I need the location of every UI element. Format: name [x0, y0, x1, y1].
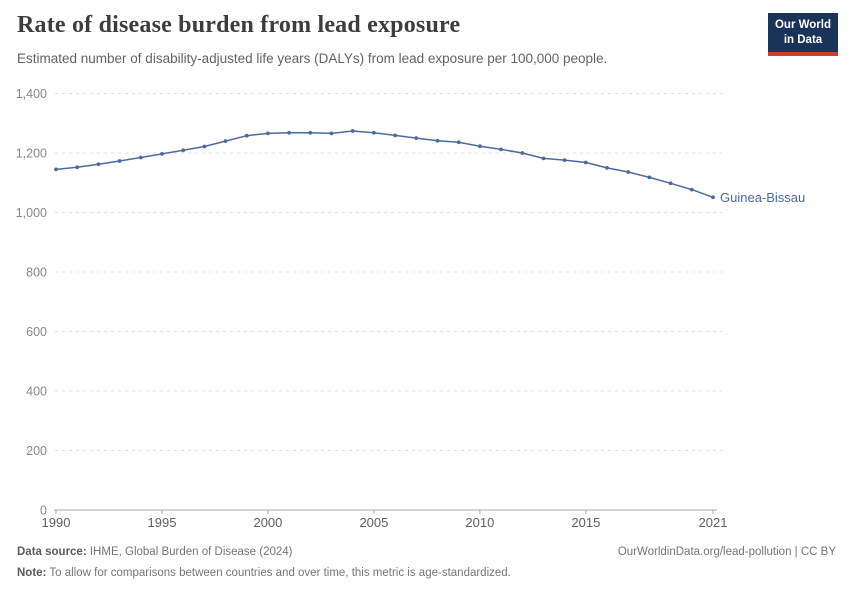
data-point[interactable] [647, 175, 652, 180]
data-point[interactable] [117, 159, 122, 163]
data-point[interactable] [244, 133, 249, 138]
note-label: Note: [17, 567, 47, 579]
data-point[interactable] [329, 131, 334, 136]
data-point[interactable] [372, 130, 376, 135]
data-point[interactable] [668, 181, 673, 186]
y-axis-tick-label: 600 [26, 325, 47, 339]
x-axis-tick-label: 2021 [699, 515, 728, 530]
data-point[interactable] [583, 160, 588, 165]
series-end-label: Guinea-Bissau [720, 190, 805, 205]
data-point[interactable] [96, 162, 101, 167]
data-point[interactable] [75, 165, 80, 170]
data-point[interactable] [266, 131, 270, 136]
data-source-value: IHME, Global Burden of Disease (2024) [86, 546, 293, 558]
data-point[interactable] [605, 166, 609, 170]
owid-logo[interactable]: Our World in Data [768, 13, 838, 56]
y-axis-tick-label: 1,200 [16, 147, 47, 161]
data-point[interactable] [414, 136, 419, 140]
y-axis-tick-label: 1,000 [16, 206, 47, 220]
data-point[interactable] [541, 156, 546, 161]
x-axis-tick-label: 1990 [42, 515, 71, 530]
series-line[interactable] [55, 130, 714, 199]
owid-url-link[interactable]: OurWorldinData.org/lead-pollution | CC B… [617, 546, 836, 558]
page-title: Rate of disease burden from lead exposur… [17, 12, 461, 38]
data-source-label: Data source: [17, 546, 87, 558]
y-axis-tick-label: 1,400 [16, 87, 47, 101]
data-point[interactable] [287, 130, 291, 135]
data-point[interactable] [54, 167, 58, 172]
y-axis-tick-label: 400 [26, 385, 47, 399]
data-point[interactable] [138, 155, 143, 160]
data-point[interactable] [456, 140, 461, 145]
chart-subtitle: Estimated number of disability-adjusted … [17, 51, 608, 66]
x-axis-tick-label: 2010 [465, 515, 494, 530]
y-axis-tick-label: 800 [26, 266, 47, 280]
data-point[interactable] [435, 138, 440, 143]
y-axis-tick-label: 0 [40, 504, 47, 518]
data-point[interactable] [626, 170, 631, 174]
x-axis-tick-label: 2005 [359, 515, 388, 530]
data-point[interactable] [308, 130, 313, 135]
data-point[interactable] [160, 152, 164, 156]
y-axis-tick-label: 200 [26, 444, 47, 458]
data-point[interactable] [393, 133, 397, 138]
owid-logo-line2: in Data [783, 33, 823, 46]
data-point[interactable] [202, 144, 207, 149]
data-point[interactable] [478, 144, 482, 149]
data-point[interactable] [562, 158, 567, 162]
owid-logo-line1: Our World [774, 19, 831, 31]
x-axis-tick-label: 2000 [253, 515, 282, 530]
data-point[interactable] [223, 139, 228, 143]
data-point[interactable] [181, 148, 186, 153]
x-axis-tick-label: 1995 [148, 515, 177, 530]
data-source: Data source: IHME, Global Burden of Dise… [17, 546, 293, 558]
data-point[interactable] [711, 195, 715, 200]
note-value: To allow for comparisons between countri… [46, 567, 511, 579]
data-point[interactable] [520, 151, 525, 155]
data-point[interactable] [499, 147, 503, 152]
data-point[interactable] [350, 129, 355, 133]
line-chart: 0 200 400 600 800 1,000 1,200 1,400 1990 1995 2000… [16, 87, 806, 530]
data-point[interactable] [689, 187, 694, 192]
x-axis-tick-label: 2015 [571, 515, 600, 530]
chart-note: Note: To allow for comparisons between c… [17, 567, 511, 579]
